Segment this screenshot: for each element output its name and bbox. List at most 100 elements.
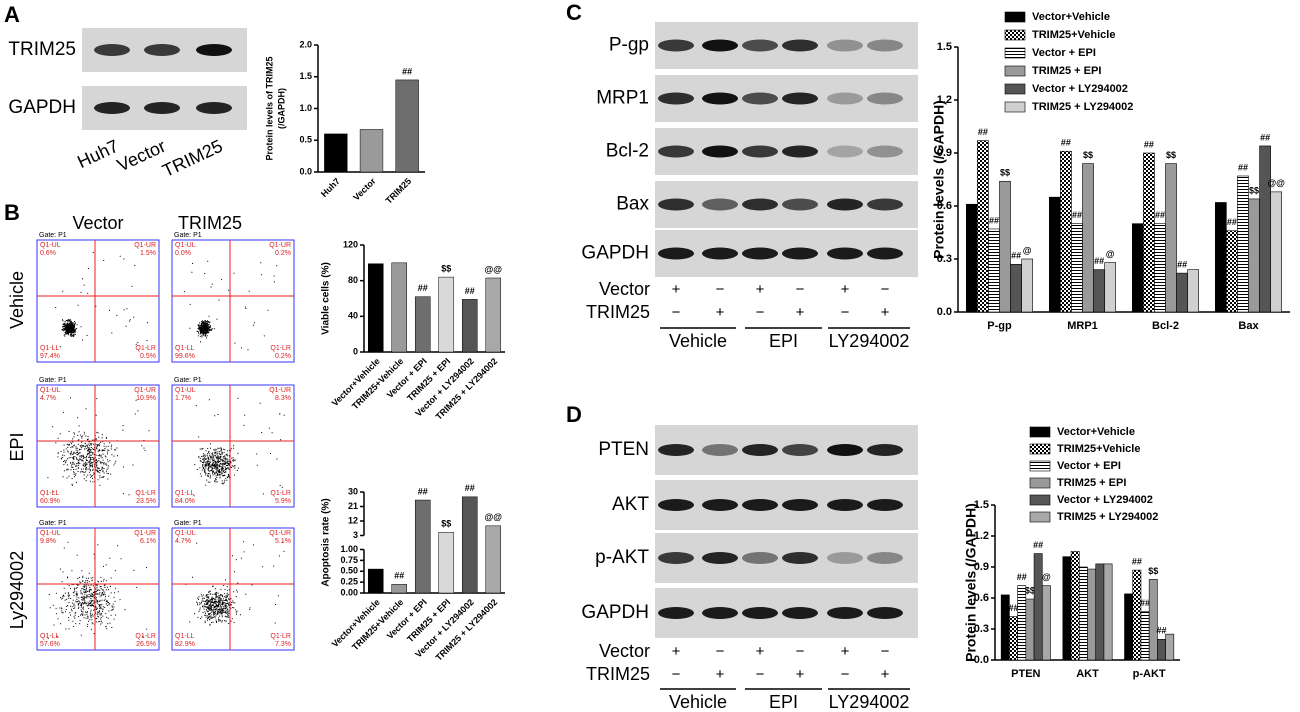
quadrant-percent: 5.9% (275, 498, 291, 505)
blot-band (702, 607, 738, 619)
legend-label: Vector + LY294002 (1057, 494, 1153, 506)
significance-mark: @@ (484, 512, 502, 522)
y-tick-label: 0.00 (340, 587, 358, 597)
quadrant-label: Q1-LR (135, 633, 156, 640)
bar (1060, 150, 1072, 313)
blot-band (658, 145, 694, 158)
quadrant-label: Q1-UL (175, 530, 196, 537)
y-axis-label: (/GAPDH) (276, 88, 286, 129)
blot-label: p-AKT (595, 547, 649, 568)
significance-mark: ## (1140, 598, 1150, 608)
y-tick-label: 80 (348, 275, 358, 285)
blot-band (742, 552, 778, 564)
blot-band (702, 552, 738, 564)
bar (988, 228, 1000, 313)
bar (485, 525, 502, 594)
significance-mark: ## (1011, 251, 1021, 261)
quadrant-label: Q1-UL (40, 530, 61, 537)
significance-mark: ## (1156, 626, 1166, 636)
flow-frame (171, 384, 295, 508)
sign: + (716, 666, 725, 683)
blot-band (782, 552, 818, 564)
blot-band (742, 39, 778, 52)
quadrant-label: Q1-LR (135, 490, 156, 497)
quadrant-label: Q1-UR (269, 387, 291, 394)
blot-label: GAPDH (581, 243, 649, 264)
flow-frame (36, 239, 160, 363)
blot-band (827, 552, 863, 564)
significance-mark: $$ (1025, 585, 1035, 595)
x-tick-label: Vector (351, 176, 378, 203)
bar (1095, 563, 1105, 661)
lane-label: Vector (114, 136, 169, 176)
bar (1010, 263, 1022, 313)
blot-band (827, 145, 863, 158)
group-label: EPI (769, 331, 798, 351)
significance-mark: ## (418, 283, 428, 293)
x-tick-label: MRP1 (1067, 320, 1098, 332)
blot-label: GAPDH (581, 602, 649, 623)
column-label: Vector (72, 213, 123, 233)
y-tick-label: 1.5 (974, 499, 989, 511)
significance-mark: @ (1023, 245, 1032, 255)
sign: + (796, 304, 805, 321)
sign: + (796, 666, 805, 683)
legend-label: Vector + EPI (1057, 460, 1121, 472)
quadrant-label: Q1-LR (270, 633, 291, 640)
significance-mark: ## (978, 127, 988, 137)
y-axis-label: Protein levels (/GAPDH) (963, 503, 979, 662)
sign: − (796, 281, 805, 298)
sign: − (881, 281, 890, 298)
panel-letter: B (4, 200, 20, 225)
group-label: Vehicle (669, 331, 727, 351)
blot-band (658, 607, 694, 619)
bar (1176, 272, 1188, 313)
lane-label: Huh7 (74, 136, 121, 172)
blot-band (867, 145, 903, 158)
significance-mark: ## (1144, 139, 1154, 149)
panel-letter: D (566, 402, 582, 427)
quadrant-percent: 84.0% (175, 498, 195, 505)
y-axis-label: Protein levels (/GAPDH) (931, 100, 947, 259)
blot-band (782, 145, 818, 158)
significance-mark: ## (1072, 210, 1082, 220)
quadrant-percent: 0.2% (275, 250, 291, 257)
sign: + (881, 666, 890, 683)
quadrant-percent: 4.7% (40, 395, 56, 402)
quadrant-percent: 7.3% (275, 641, 291, 648)
blot-band (658, 92, 694, 105)
blot-label: Bax (616, 194, 649, 215)
quadrant-label: Q1-LL (175, 490, 195, 497)
significance-mark: $$ (441, 263, 451, 273)
blot-band (144, 44, 180, 56)
group-label: Vehicle (669, 692, 727, 712)
blot-band (782, 39, 818, 52)
gate-label: Gate: P1 (39, 520, 67, 527)
quadrant-label: Q1-LR (135, 345, 156, 352)
quadrant-label: Q1-LL (175, 633, 195, 640)
blot-label: PTEN (598, 439, 649, 460)
bar (391, 584, 408, 594)
blot-label: GAPDH (8, 97, 76, 118)
treatment-label: TRIM25 (586, 302, 650, 322)
quadrant-label: Q1-UR (269, 530, 291, 537)
blot-band (867, 247, 903, 260)
y-tick-label: 40 (348, 311, 358, 321)
quadrant-percent: 0.6% (40, 250, 56, 257)
significance-mark: @@ (1267, 178, 1285, 188)
treatment-label: Vector (599, 279, 650, 299)
sign: + (841, 643, 850, 660)
legend-swatch (1029, 477, 1051, 489)
significance-mark: ## (1227, 217, 1237, 227)
y-tick-label: 0.6 (974, 592, 989, 604)
y-tick-label: 12 (348, 515, 358, 525)
blot-band (827, 247, 863, 260)
blot-band (702, 39, 738, 52)
significance-mark: ## (465, 483, 475, 493)
blot-band (867, 499, 903, 511)
quadrant-percent: 23.5% (136, 498, 156, 505)
legend-label: TRIM25 + LY294002 (1057, 511, 1158, 523)
significance-mark: ## (394, 571, 404, 581)
blot-band (702, 92, 738, 105)
